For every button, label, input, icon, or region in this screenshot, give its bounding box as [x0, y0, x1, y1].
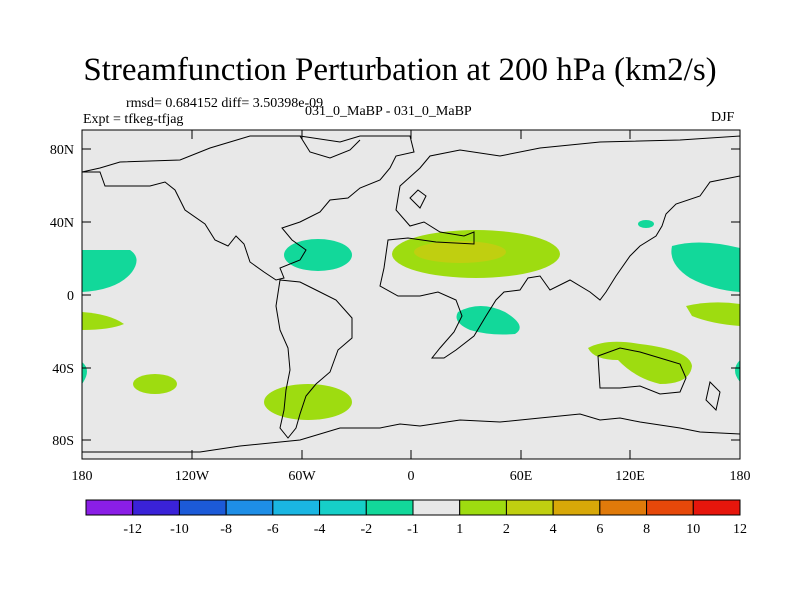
lon-tick-label: 180	[72, 469, 93, 484]
anomaly-blob-west-south	[82, 312, 124, 330]
coastlines	[81, 135, 741, 453]
anomaly-blob-pacific-south	[133, 374, 177, 394]
colorbar-swatch	[459, 499, 507, 516]
coastline-north-america	[81, 135, 415, 281]
lat-tick-label: 40N	[50, 216, 74, 231]
coastline-antarctica	[82, 413, 741, 453]
stats-label: rmsd= 0.684152 diff= 3.50398e-09	[126, 96, 324, 111]
coastline-nz	[705, 381, 721, 411]
anomaly-blob-west-tropics	[82, 250, 137, 292]
colorbar-label: 6	[596, 522, 603, 537]
experiment-label: Expt = tfkeg-tfjag	[83, 112, 184, 127]
colorbar-label: -2	[360, 522, 372, 537]
colorbar	[85, 499, 741, 516]
colorbar-swatch	[412, 499, 461, 516]
lon-tick-label: 0	[408, 469, 415, 484]
map-background	[82, 130, 740, 459]
colorbar-labels: -12 -10 -8 -6 -4 -2 -1 1 2 4 6 8 10 12	[123, 522, 747, 537]
lon-tick-label: 180	[730, 469, 751, 484]
season-label: DJF	[711, 110, 735, 125]
colorbar-swatch	[552, 499, 601, 516]
colorbar-label: -8	[220, 522, 232, 537]
lon-tick-label: 60W	[288, 469, 316, 484]
colorbar-label: 4	[550, 522, 557, 537]
colorbar-swatch	[132, 499, 180, 516]
colorbar-label: 10	[686, 522, 700, 537]
colorbar-swatch	[272, 499, 321, 516]
anomaly-blob-east-pacific-south	[686, 302, 740, 326]
colorbar-swatch	[505, 499, 554, 516]
colorbar-swatch	[365, 499, 414, 516]
coastline-australia	[597, 347, 687, 395]
lat-tick-label: 80S	[52, 434, 74, 449]
coastline-uk	[409, 189, 427, 209]
colorbar-label: 2	[503, 522, 510, 537]
colorbar-label: -12	[123, 522, 142, 537]
anomaly-blob-indian-ocean	[456, 306, 520, 335]
coastline-africa-eurasia	[379, 135, 741, 359]
anomaly-blob-east-edge	[735, 360, 740, 382]
colorbar-swatch	[178, 499, 227, 516]
colorbar-swatch	[85, 499, 134, 516]
colorbar-label: -10	[170, 522, 189, 537]
colorbar-label: 8	[643, 522, 650, 537]
colorbar-swatch	[646, 499, 694, 516]
lat-axis	[82, 148, 740, 441]
coastline-greenland	[299, 135, 361, 159]
anomaly-blob-east-pacific-north	[671, 242, 740, 292]
colorbar-label: -6	[267, 522, 279, 537]
colorbar-label: 12	[733, 522, 747, 537]
anomaly-blob-australia	[588, 341, 692, 384]
lat-tick-label: 40S	[52, 362, 74, 377]
run-label: 031_0_MaBP - 031_0_MaBP	[305, 104, 472, 119]
lat-tick-label: 0	[67, 289, 74, 304]
colorbar-swatch	[225, 499, 274, 516]
anomaly-blob-japan	[638, 220, 654, 228]
lon-tick-label: 120E	[615, 469, 645, 484]
chart-title: Streamfunction Perturbation at 200 hPa (…	[83, 52, 717, 88]
coastline-south-america	[275, 279, 353, 439]
lat-tick-label: 80N	[50, 143, 74, 158]
colorbar-swatch	[319, 499, 367, 516]
lon-tick-label: 120W	[175, 469, 210, 484]
colorbar-label: -1	[407, 522, 419, 537]
lon-tick-label: 60E	[510, 469, 533, 484]
lon-axis	[81, 130, 741, 459]
anomaly-blob-atlantic-north	[284, 239, 352, 271]
colorbar-label: 1	[456, 522, 463, 537]
colorbar-swatch	[599, 499, 648, 516]
colorbar-label: -4	[314, 522, 326, 537]
colorbar-swatch	[692, 499, 741, 516]
anomaly-blob-south-atlantic	[264, 384, 352, 420]
anomaly-blob-eurasia-inner	[414, 241, 506, 263]
